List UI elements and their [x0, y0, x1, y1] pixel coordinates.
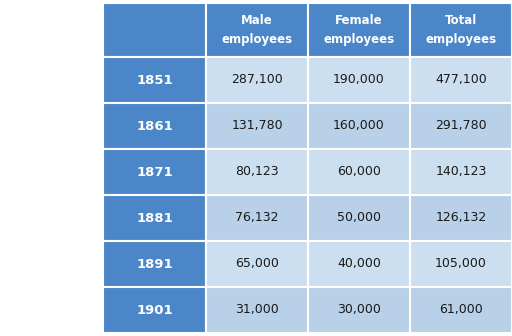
Bar: [206, 195, 308, 241]
Bar: [308, 3, 410, 57]
Bar: [410, 241, 512, 287]
Bar: [308, 287, 410, 333]
Text: 1891: 1891: [136, 257, 173, 270]
Text: 105,000: 105,000: [435, 257, 487, 270]
Bar: [103, 287, 206, 333]
Bar: [308, 241, 410, 287]
Bar: [410, 287, 512, 333]
Bar: [103, 57, 206, 103]
Text: Total
employees: Total employees: [425, 14, 497, 45]
Bar: [308, 103, 410, 149]
Text: 160,000: 160,000: [333, 120, 385, 132]
Bar: [103, 103, 206, 149]
Bar: [410, 57, 512, 103]
Bar: [410, 3, 512, 57]
Text: 80,123: 80,123: [235, 166, 279, 178]
Text: 1881: 1881: [136, 211, 173, 224]
Text: 30,000: 30,000: [337, 303, 381, 317]
Bar: [410, 195, 512, 241]
Text: 60,000: 60,000: [337, 166, 381, 178]
Text: 40,000: 40,000: [337, 257, 381, 270]
Text: 477,100: 477,100: [435, 74, 487, 86]
Bar: [206, 3, 308, 57]
Text: 1901: 1901: [136, 303, 173, 317]
Text: 1871: 1871: [136, 166, 173, 178]
Text: 190,000: 190,000: [333, 74, 385, 86]
Bar: [103, 3, 206, 57]
Bar: [206, 241, 308, 287]
Bar: [206, 149, 308, 195]
Bar: [206, 287, 308, 333]
Bar: [206, 103, 308, 149]
Bar: [103, 149, 206, 195]
Text: 126,132: 126,132: [435, 211, 486, 224]
Bar: [410, 149, 512, 195]
Bar: [206, 57, 308, 103]
Text: 287,100: 287,100: [231, 74, 283, 86]
Text: 291,780: 291,780: [435, 120, 487, 132]
Bar: [308, 195, 410, 241]
Text: Female
employees: Female employees: [324, 14, 395, 45]
Text: 50,000: 50,000: [337, 211, 381, 224]
Bar: [308, 57, 410, 103]
Text: 61,000: 61,000: [439, 303, 483, 317]
Bar: [308, 149, 410, 195]
Text: Male
employees: Male employees: [221, 14, 292, 45]
Text: 1851: 1851: [136, 74, 173, 86]
Bar: [103, 241, 206, 287]
Text: 65,000: 65,000: [235, 257, 279, 270]
Text: 31,000: 31,000: [235, 303, 279, 317]
Text: 131,780: 131,780: [231, 120, 283, 132]
Text: 1861: 1861: [136, 120, 173, 132]
Bar: [103, 195, 206, 241]
Text: 76,132: 76,132: [235, 211, 279, 224]
Text: 140,123: 140,123: [435, 166, 487, 178]
Bar: [410, 103, 512, 149]
